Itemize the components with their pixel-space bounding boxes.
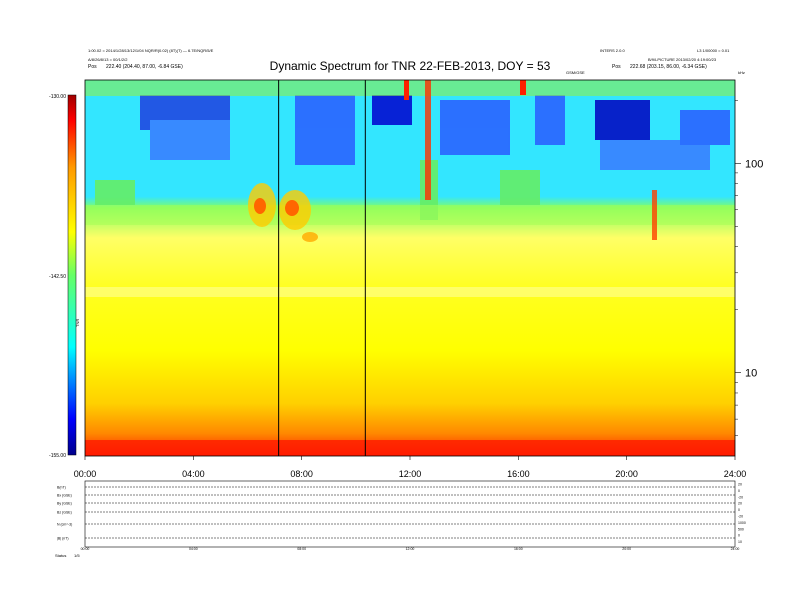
header-version: INTERS 2.0.0	[600, 48, 625, 53]
lower-right-label: 10	[738, 540, 742, 544]
lower-right-label: 500	[738, 527, 744, 531]
lower-row-label: |B| (nT)	[57, 537, 69, 541]
lower-x-tick-label: 08:00	[297, 547, 306, 551]
x-tick-label: 00:00	[74, 469, 97, 479]
lower-x-tick-label: 00:00	[81, 547, 90, 551]
header-level: L3 1/00000 = 0.01	[697, 48, 730, 53]
light-band	[85, 287, 735, 297]
x-tick-label: 12:00	[399, 469, 422, 479]
y-tick-label: 10	[745, 368, 757, 380]
low-intensity-regions	[140, 95, 730, 170]
colorbar-unit-label: TNR	[75, 319, 80, 327]
drifting-emission	[248, 183, 318, 242]
lower-panel-labels: B(nT) Bx (GSE) By (GSE) Bz (GSE) N (cm^-3) |B…	[57, 486, 72, 541]
x-tick-label: 24:00	[724, 469, 747, 479]
x-tick-label: 08:00	[290, 469, 313, 479]
lower-panel-frame	[84, 480, 736, 548]
lower-right-label: 1000	[738, 521, 746, 525]
position-label-right: Pos	[612, 64, 621, 70]
x-tick-label: 16:00	[507, 469, 530, 479]
lower-x-tick-label: 20:00	[622, 547, 631, 551]
colorbar	[67, 94, 77, 456]
status-label: Status	[55, 553, 66, 558]
lower-row-label: N (cm^-3)	[57, 523, 72, 527]
lower-row-label: By (GSE)	[57, 502, 72, 506]
lower-right-label: 20	[738, 483, 742, 487]
lower-x-tick-label: 04:00	[189, 547, 198, 551]
x-tick-label: 20:00	[615, 469, 638, 479]
lower-panel-x-axis: 00:00 04:00 08:00 12:00 16:00 20:00 24:00	[81, 547, 740, 551]
lower-right-label: -20	[738, 495, 743, 499]
lower-right-label: -20	[738, 515, 743, 519]
lower-right-label: 0	[738, 508, 740, 512]
unit-label-khz: kHz	[738, 70, 745, 75]
lower-right-label: 0	[738, 489, 740, 493]
lower-right-label: 0	[738, 534, 740, 538]
green-patches	[85, 80, 735, 225]
header-info-line-2: A/8/26/8/13 = 00/1/2/2	[88, 57, 128, 62]
y-tick-label: 100	[745, 158, 763, 170]
coordinate-system-label: GSM/GSE	[566, 70, 585, 75]
lower-panel-right-axis: 20 0 -20 20 0 -20 1000 500 0 10	[738, 483, 746, 545]
header-info-line-right: B/9/LPICTURE 2013/02/20 4:19:00/23	[648, 57, 717, 62]
position-label: Pos	[88, 64, 97, 70]
header-position-right: Pos 222.68 (203.15, 86.00, -6.34 GSE)	[612, 64, 707, 70]
colorbar-max-label: -130.00	[49, 94, 66, 100]
lower-x-tick-label: 24:00	[731, 547, 740, 551]
colorbar-mid-label: -142.50	[49, 274, 66, 280]
position-value: 222.40 (204.40, 87.00, -6.84 GSE)	[106, 64, 183, 70]
high-intensity-floor	[85, 440, 735, 456]
lower-x-tick-label: 12:00	[406, 547, 415, 551]
lower-x-tick-label: 16:00	[514, 547, 523, 551]
lower-panel-traces	[85, 486, 735, 539]
x-tick-label: 04:00	[182, 469, 205, 479]
lower-row-label: Bz (GSE)	[57, 511, 72, 515]
lower-row-label: Bx (GSE)	[57, 494, 72, 498]
radio-bursts	[404, 80, 657, 240]
x-axis: 00:00 04:00 08:00 12:00 16:00 20:00 24:00	[74, 456, 747, 479]
y-axis: 10 100	[735, 100, 763, 436]
header-position-left: Pos 222.40 (204.40, 87.00, -6.84 GSE)	[88, 64, 183, 70]
spectrogram-area	[85, 80, 735, 456]
lower-right-label: 20	[738, 502, 742, 506]
position-value-right: 222.68 (203.15, 86.00, -6.34 GSE)	[630, 64, 707, 70]
lower-row-label: B(nT)	[57, 486, 66, 490]
chart-title: Dynamic Spectrum for TNR 22-FEB-2013, DO…	[269, 59, 551, 73]
header-info-line-1: 1:00.02 = 2014/1/28/13/12/1/04 NQR/R(0.0…	[88, 48, 214, 53]
status-value: 1/5	[74, 553, 80, 558]
colorbar-min-label: -155.00	[49, 453, 66, 459]
